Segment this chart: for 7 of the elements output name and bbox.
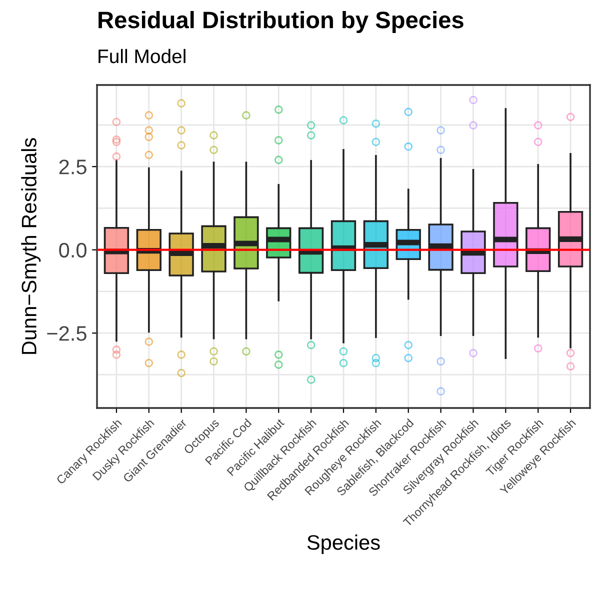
y-axis-title: Dunn−Smyth Residuals bbox=[21, 138, 41, 354]
y-tick-label: 2.5 bbox=[59, 160, 86, 174]
y-tick-label: −2.5 bbox=[47, 326, 86, 341]
chart-subtitle: Full Model bbox=[98, 48, 186, 64]
y-tick-label: 0.0 bbox=[59, 242, 86, 258]
x-axis-title: Species bbox=[307, 534, 380, 554]
chart-title: Residual Distribution by Species bbox=[98, 10, 464, 34]
